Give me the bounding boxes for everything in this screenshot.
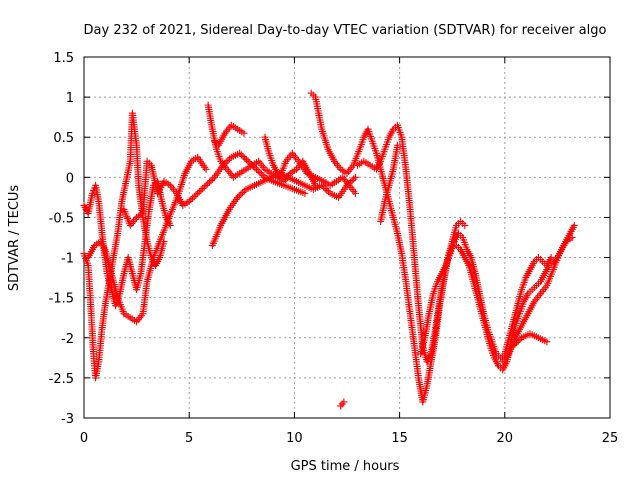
data-point — [209, 175, 217, 183]
y-axis-label: SDTVAR / TECUs — [7, 185, 22, 292]
data-point — [514, 337, 522, 345]
data-point — [210, 137, 218, 145]
y-tick-label: -1.5 — [49, 292, 74, 307]
data-point — [190, 193, 198, 201]
data-point — [570, 221, 578, 229]
data-point — [301, 189, 309, 197]
data-point — [340, 398, 348, 406]
data-point — [547, 254, 555, 262]
data-point — [323, 186, 331, 194]
data-point — [194, 189, 202, 197]
data-point — [202, 165, 210, 173]
data-point — [241, 154, 249, 162]
y-axis-ticks: -3 -2.5 -2 -1.5 -1 -0.5 0 0.5 1 1.5 — [49, 51, 610, 427]
x-tick-label: 25 — [602, 431, 619, 446]
x-axis-ticks: 0 5 10 15 20 25 — [80, 57, 618, 446]
data-point — [202, 181, 210, 189]
x-tick-label: 0 — [80, 431, 88, 446]
x-axis-label: GPS time / hours — [291, 459, 400, 474]
y-tick-label: -2 — [61, 332, 74, 347]
plot-frame — [83, 56, 611, 419]
y-tick-label: -0.5 — [49, 211, 74, 226]
x-tick-label: 10 — [286, 431, 303, 446]
series-trace-f — [208, 169, 359, 250]
data-point — [543, 338, 551, 346]
data-point — [461, 221, 469, 229]
y-tick-label: 0 — [66, 171, 74, 186]
series-trace-a — [80, 109, 168, 382]
x-tick-label: 20 — [497, 431, 514, 446]
data-point — [348, 177, 356, 185]
series-trace-h — [261, 133, 359, 197]
data-point — [240, 187, 248, 195]
series-trace-o — [337, 398, 348, 410]
data-point — [204, 180, 212, 188]
data-series — [80, 89, 578, 410]
data-point — [351, 189, 359, 197]
data-point — [239, 152, 247, 160]
data-point — [237, 151, 245, 159]
data-point — [351, 173, 359, 181]
data-point — [253, 165, 261, 173]
data-point — [237, 190, 245, 198]
data-point — [236, 149, 244, 157]
series-trace-b — [80, 177, 174, 310]
series-trace-m — [499, 234, 576, 366]
data-point — [324, 188, 332, 196]
data-point — [187, 196, 195, 204]
data-point — [568, 234, 576, 241]
data-point — [185, 197, 193, 205]
x-tick-label: 15 — [391, 431, 408, 446]
data-point — [192, 191, 200, 199]
y-tick-label: 1 — [66, 91, 74, 106]
data-point — [244, 157, 252, 165]
data-point — [242, 156, 250, 164]
data-point — [321, 185, 329, 193]
y-tick-label: 1.5 — [53, 51, 74, 66]
series-trace-k — [417, 229, 555, 362]
series-trace-g — [210, 121, 248, 149]
y-tick-label: -2.5 — [49, 372, 74, 387]
data-point — [205, 178, 213, 186]
data-point — [256, 169, 264, 177]
chart-title: Day 232 of 2021, Sidereal Day-to-day VTE… — [84, 23, 607, 38]
data-point — [226, 155, 234, 163]
data-point — [235, 192, 243, 200]
x-tick-label: 5 — [185, 431, 193, 446]
series-trace-n — [377, 141, 401, 225]
y-tick-label: -1 — [61, 252, 74, 267]
data-point — [350, 175, 358, 183]
data-point — [195, 188, 203, 196]
data-point — [189, 194, 197, 202]
y-tick-label: 0.5 — [53, 131, 74, 146]
data-point — [200, 183, 208, 191]
data-point — [254, 167, 262, 175]
data-point — [224, 156, 232, 164]
data-point — [516, 335, 524, 343]
y-tick-label: -3 — [61, 412, 74, 427]
data-point — [199, 185, 207, 193]
data-point — [393, 141, 401, 149]
data-point — [197, 186, 205, 194]
data-point — [258, 170, 266, 178]
data-point — [239, 189, 247, 197]
data-point — [207, 177, 215, 185]
data-point — [234, 193, 242, 201]
